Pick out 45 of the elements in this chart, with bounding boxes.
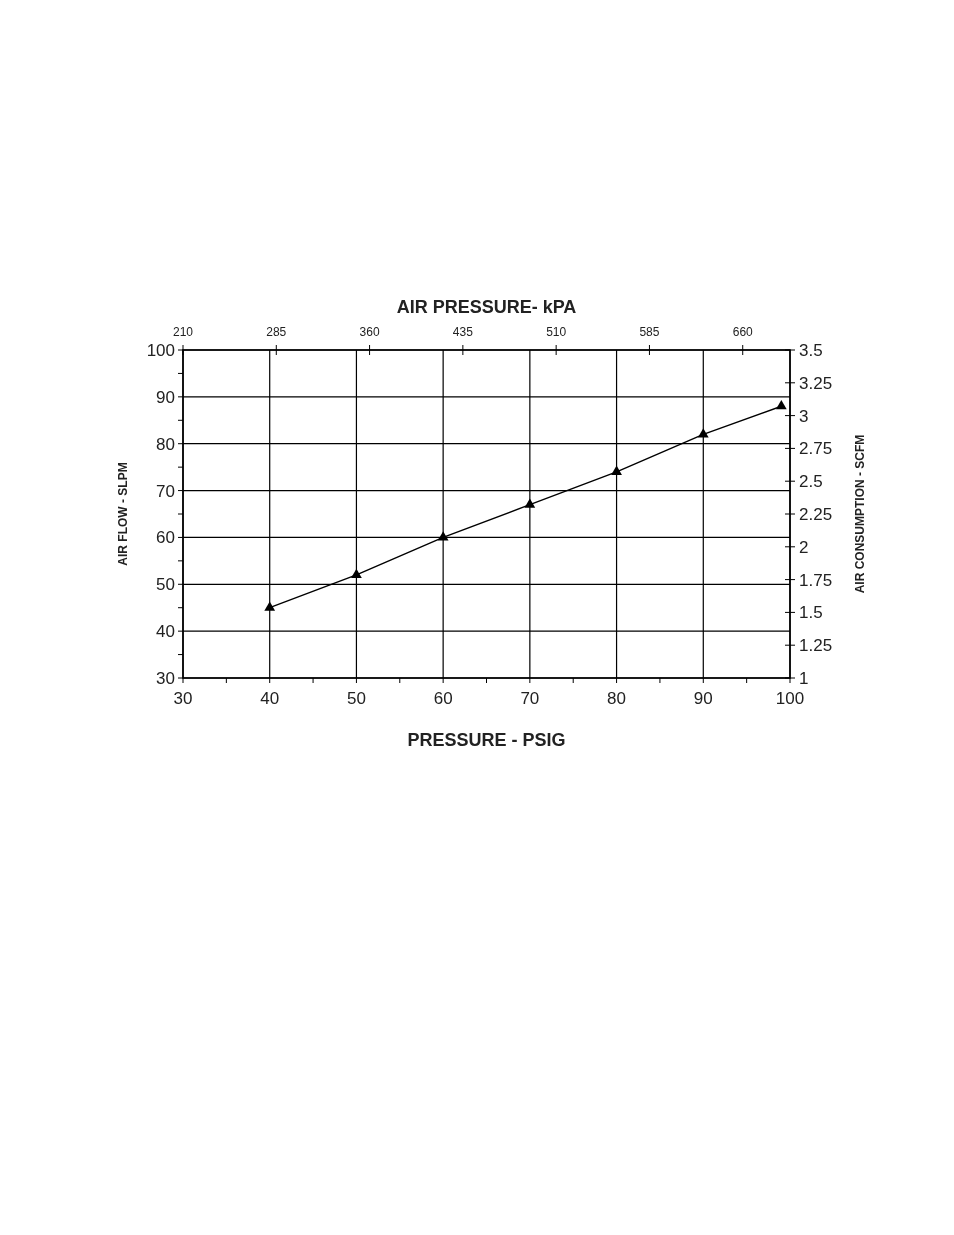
x-tick-label: 100 [775, 689, 805, 708]
y-tick-label: 90 [156, 387, 175, 407]
y2-tick-label: 3.25 [799, 373, 833, 393]
point [524, 498, 536, 508]
x-tick-label: 50 [346, 689, 366, 708]
x2-tick-label: 660 [732, 325, 754, 339]
x2-tick-label: 360 [359, 325, 380, 339]
y2-tick-label: 2.5 [799, 472, 823, 492]
x-tick-label: 60 [433, 689, 453, 708]
y-tick-label: 50 [156, 575, 175, 595]
point [437, 531, 449, 541]
point [775, 400, 787, 410]
y-tick-label: 40 [156, 622, 175, 642]
y-tick-label: 30 [156, 669, 175, 688]
x2-tick-label: 285 [266, 325, 287, 339]
y-tick-label: 60 [156, 528, 175, 548]
y2-tick-label: 1.5 [799, 603, 823, 623]
y2-tick-label: 2.75 [799, 439, 833, 459]
x2-tick-label: 435 [452, 325, 474, 339]
x2-tick-label: 585 [639, 325, 660, 339]
x-tick-label: 70 [520, 689, 540, 708]
point [697, 428, 709, 438]
x-tick-label: 30 [173, 689, 193, 708]
y2-tick-label: 2 [799, 537, 809, 557]
y2-tick-label: 1.25 [799, 636, 833, 656]
point [264, 601, 276, 611]
x-axis-title: PRESSURE - PSIG [407, 730, 566, 750]
x-tick-label: 90 [693, 689, 713, 708]
y2-tick-label: 1 [799, 669, 809, 688]
point [351, 568, 362, 579]
y2-tick-label: 3 [799, 406, 809, 426]
x2-tick-label: 210 [172, 325, 194, 339]
y-axis-title: AIR FLOW - SLPM [116, 462, 130, 566]
y-tick-label: 70 [156, 481, 175, 501]
y2-tick-label: 1.75 [799, 570, 833, 590]
y2-tick-label: 3.5 [799, 341, 823, 360]
y-tick-label: 100 [146, 341, 175, 360]
x-tick-label: 40 [260, 689, 280, 708]
y-tick-label: 80 [156, 434, 175, 454]
x2-tick-label: 510 [546, 325, 567, 339]
y2-tick-label: 2.25 [799, 505, 833, 524]
x2-axis-title: AIR PRESSURE- kPA [396, 297, 577, 317]
x-tick-label: 80 [607, 689, 627, 708]
y2-axis-title: AIR CONSUMPTION - SCFM [853, 434, 867, 594]
point [611, 465, 622, 475]
